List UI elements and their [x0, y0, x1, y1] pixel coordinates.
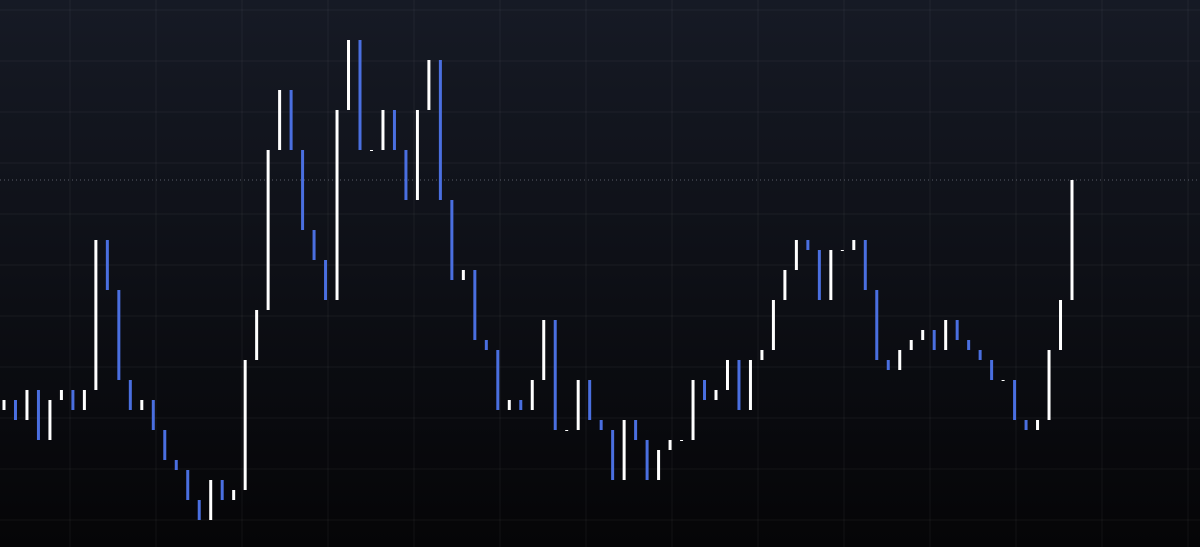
candle-up: [209, 480, 213, 520]
candle-up: [657, 450, 661, 480]
candle-down: [978, 350, 982, 360]
candle-down: [875, 290, 879, 360]
candle-down: [197, 500, 201, 520]
candle-up: [243, 360, 247, 490]
candle-up: [542, 320, 546, 380]
candle-down: [186, 470, 190, 500]
candle-up: [691, 380, 695, 440]
candle-down: [1024, 420, 1028, 430]
candle-down: [71, 390, 75, 410]
candle-up: [278, 90, 282, 150]
candle-up: [255, 310, 259, 360]
candle-down: [312, 230, 316, 260]
candle-up: [335, 110, 339, 300]
candle-down: [1013, 380, 1017, 420]
candle-down: [324, 260, 328, 300]
candle-up: [714, 390, 718, 400]
candle-up: [852, 240, 856, 250]
candle-down: [392, 110, 396, 150]
candle-up: [909, 340, 913, 350]
candle-down: [220, 480, 224, 500]
candle-up: [461, 270, 465, 280]
candle-down: [817, 250, 821, 300]
candle-up: [369, 150, 373, 151]
candle-down: [301, 150, 305, 230]
candle-up: [565, 430, 569, 431]
candle-down: [404, 150, 408, 200]
candle-down: [599, 420, 603, 430]
candle-up: [25, 390, 29, 420]
candle-up: [622, 420, 626, 480]
candle-up: [381, 110, 385, 150]
candle-down: [990, 360, 994, 380]
candle-up: [48, 400, 52, 440]
candle-down: [645, 440, 649, 480]
candle-down: [967, 340, 971, 350]
candle-up: [1001, 380, 1005, 381]
candle-up: [760, 350, 764, 360]
candle-up: [771, 300, 775, 350]
candle-up: [427, 60, 431, 110]
candle-down: [450, 200, 454, 280]
candle-up: [1036, 420, 1040, 430]
candle-up: [347, 40, 351, 110]
candle-down: [105, 240, 109, 290]
candle-down: [117, 290, 121, 380]
candle-up: [1047, 350, 1051, 420]
candle-down: [174, 460, 178, 470]
candle-down: [438, 60, 442, 200]
candle-down: [611, 430, 615, 480]
candle-up: [59, 390, 63, 400]
candle-down: [519, 400, 523, 410]
candle-up: [507, 400, 511, 410]
candle-up: [82, 390, 86, 410]
candle-up: [576, 380, 580, 430]
candle-down: [737, 360, 741, 410]
candle-up: [1059, 300, 1063, 350]
candle-down: [128, 380, 132, 410]
candle-down: [553, 320, 557, 430]
candle-up: [668, 440, 672, 450]
candle-down: [588, 380, 592, 420]
candle-up: [725, 360, 729, 390]
candle-down: [863, 240, 867, 290]
candle-down: [806, 240, 810, 250]
candle-up: [829, 250, 833, 300]
candle-down: [932, 330, 936, 350]
candle-down: [289, 90, 293, 150]
candle-down: [151, 400, 155, 430]
candle-up: [921, 330, 925, 340]
candle-down: [36, 390, 40, 440]
candle-up: [748, 360, 752, 410]
candle-up: [232, 490, 236, 500]
candle-up: [680, 440, 684, 441]
candle-up: [1070, 180, 1074, 300]
candle-up: [266, 150, 270, 310]
candle-down: [955, 320, 959, 340]
candle-up: [840, 250, 844, 251]
candle-down: [634, 420, 638, 440]
candle-up: [783, 270, 787, 300]
candle-down: [484, 340, 488, 350]
candle-down: [163, 430, 167, 460]
candle-down: [886, 360, 890, 370]
candle-down: [496, 350, 500, 410]
candle-up: [794, 240, 798, 270]
candle-up: [94, 240, 98, 390]
candle-up: [530, 380, 534, 410]
candle-up: [898, 350, 902, 370]
candle-up: [140, 400, 144, 410]
candle-up: [415, 110, 419, 200]
candle-up: [944, 320, 948, 350]
candle-down: [358, 40, 362, 150]
candle-down: [473, 270, 477, 340]
candle-up: [2, 400, 6, 410]
candle-down: [703, 380, 707, 400]
candle-down: [13, 400, 17, 420]
